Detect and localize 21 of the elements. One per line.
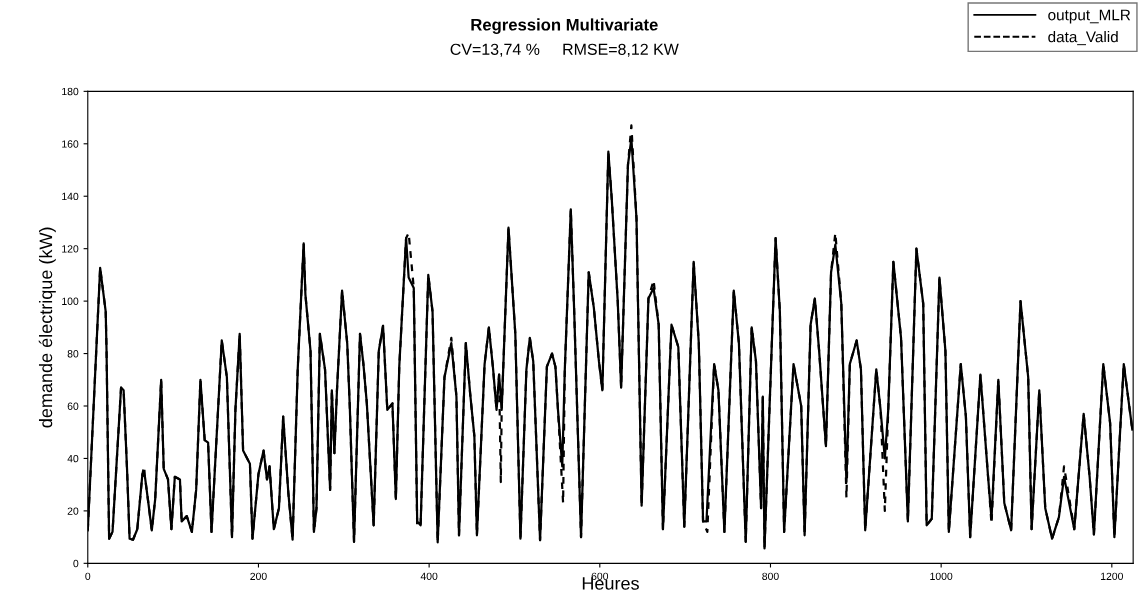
y-tick-label: 140 bbox=[62, 192, 79, 201]
x-tick-label: 400 bbox=[420, 572, 438, 580]
y-tick-label: 80 bbox=[67, 350, 79, 358]
chart-title: Regression Multivariate bbox=[471, 18, 658, 34]
legend-label: data_Valid bbox=[1048, 31, 1118, 46]
y-tick-label: 0 bbox=[73, 559, 79, 568]
chart-subtitle: CV=13,74 % RMSE=8,12 KW bbox=[450, 43, 679, 57]
legend-label: output_MLR bbox=[1048, 9, 1131, 24]
y-tick-label: 160 bbox=[62, 140, 79, 148]
y-tick-label: 40 bbox=[67, 454, 79, 463]
x-tick-label: 200 bbox=[250, 572, 267, 580]
y-tick-label: 180 bbox=[62, 87, 79, 96]
y-tick-label: 100 bbox=[62, 297, 79, 305]
x-tick-label: 800 bbox=[762, 572, 779, 580]
y-tick-label: 20 bbox=[67, 507, 79, 515]
x-tick-label: 0 bbox=[85, 572, 91, 580]
x-tick-label: 1200 bbox=[1101, 572, 1124, 580]
y-tick-label: 60 bbox=[67, 402, 79, 410]
y-tick-label: 120 bbox=[62, 245, 79, 253]
y-axis-title: demande électrique (kW) bbox=[38, 227, 56, 428]
x-tick-label: 1000 bbox=[930, 572, 953, 580]
